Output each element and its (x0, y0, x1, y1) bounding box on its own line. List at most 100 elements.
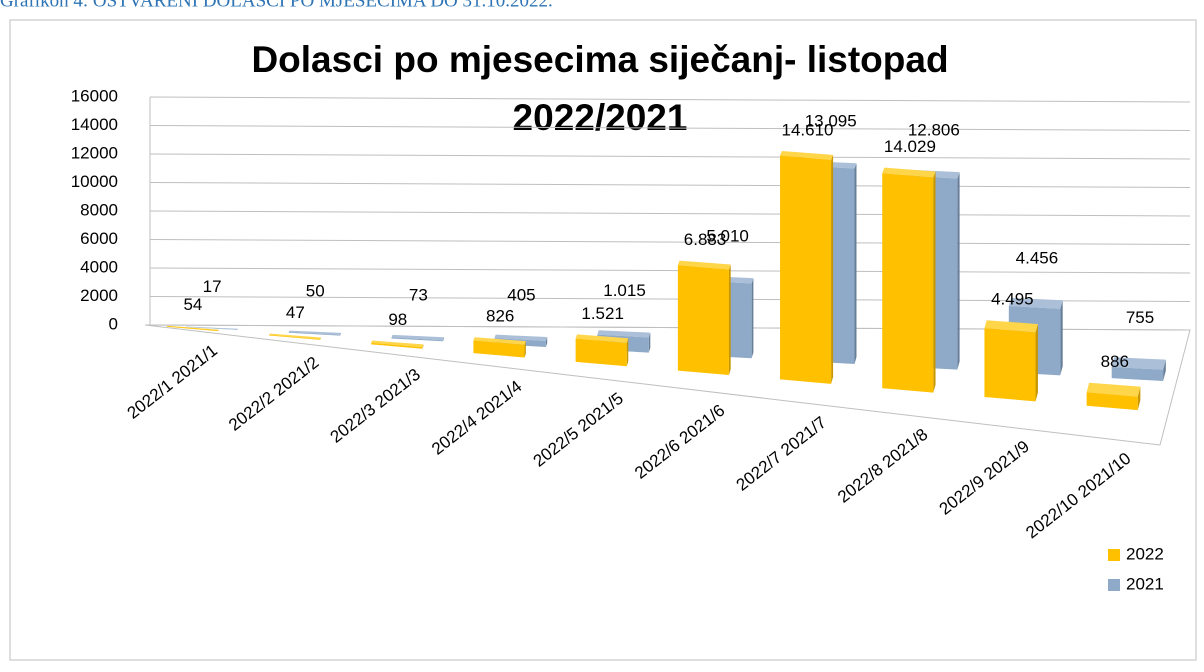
bar-side (1035, 324, 1038, 402)
data-label: 886 (1101, 352, 1129, 371)
grid-line (149, 210, 1191, 217)
bar-front (984, 328, 1036, 402)
x-tick-label: 2022/10 2021/10 (1022, 449, 1134, 543)
data-label: 4.495 (991, 290, 1034, 309)
data-label: 14.029 (884, 137, 936, 156)
y-tick-label: 14000 (71, 115, 118, 134)
x-tick-label: 2022/6 2021/6 (631, 401, 728, 483)
bar (269, 333, 321, 340)
data-label: 755 (1126, 308, 1154, 327)
data-label: 54 (183, 295, 202, 314)
x-tick-label: 2022/4 2021/4 (428, 377, 525, 459)
bar (575, 334, 629, 367)
bar-side (957, 172, 960, 370)
bar-side (933, 171, 936, 393)
grid-line (149, 125, 1191, 131)
data-label: 14.610 (781, 120, 833, 139)
bar (391, 334, 445, 342)
bar-side (1163, 359, 1166, 382)
data-label: 47 (286, 303, 305, 322)
bar-top (597, 330, 651, 338)
y-tick-label: 16000 (71, 86, 118, 105)
bar-top (371, 340, 424, 348)
bar-side (237, 328, 238, 330)
data-label: 6.883 (684, 230, 727, 249)
y-tick-label: 6000 (80, 229, 118, 248)
bar-side (320, 337, 321, 340)
bar-top (473, 337, 526, 345)
bar-side (443, 337, 445, 342)
bar (882, 167, 936, 393)
legend-label: 2022 (1126, 544, 1164, 563)
bar-top (185, 326, 238, 330)
y-tick-label: 0 (109, 314, 118, 333)
x-tick-label: 2022/7 2021/7 (733, 413, 830, 495)
bar-side (422, 344, 424, 349)
y-tick-label: 8000 (80, 200, 118, 219)
bar (288, 330, 341, 336)
bar-front (166, 325, 218, 332)
bar (473, 337, 526, 358)
y-tick-label: 10000 (71, 172, 118, 191)
grid-line (149, 182, 1191, 188)
grid-line (149, 267, 1191, 274)
bar-side (831, 154, 834, 384)
bar-side (217, 329, 219, 332)
bar-top (882, 167, 936, 178)
bar-side (1060, 300, 1063, 376)
x-tick-label: 2022/2 2021/2 (225, 353, 322, 435)
data-label: 17 (203, 277, 222, 296)
data-label: 826 (486, 307, 514, 326)
x-tick-label: 2022/9 2021/9 (936, 437, 1033, 519)
bar-side (1137, 386, 1141, 411)
bar-top (575, 334, 629, 343)
y-tick-label: 12000 (71, 143, 118, 162)
bar (984, 320, 1038, 402)
caption: Grafikon 4: OSTVARENI DOLASCI PO MJESECI… (0, 0, 553, 11)
legend-label: 2021 (1126, 574, 1164, 593)
bar-top (1008, 297, 1063, 309)
bar-top (269, 333, 321, 340)
bar-front (677, 265, 729, 376)
chart-title: Dolasci po mjesecima siječanj- listopad (251, 39, 948, 80)
x-tick-label: 2022/5 2021/5 (530, 389, 627, 471)
x-tick-label: 2022/1 2021/1 (124, 341, 221, 423)
y-tick-label: 4000 (80, 257, 118, 276)
bar (1111, 357, 1166, 382)
bar-side (340, 332, 341, 336)
bar-front (371, 342, 423, 349)
data-label: 4.456 (1016, 249, 1059, 268)
bar-side (545, 336, 548, 347)
bar-front (473, 340, 525, 358)
data-label: 1.521 (581, 304, 624, 323)
bar-side (728, 264, 731, 376)
bar-top (677, 260, 731, 270)
bar-front (1111, 366, 1164, 382)
bar-side (648, 332, 651, 353)
data-label: 1.015 (603, 281, 646, 300)
bar (677, 260, 731, 376)
x-tick-label: 2022/8 2021/8 (834, 425, 931, 507)
grid-line (149, 239, 1191, 245)
data-label: 405 (507, 285, 535, 304)
bar-front (1086, 392, 1138, 411)
data-label: 50 (306, 281, 325, 300)
bar-top (1086, 382, 1141, 397)
bar-top (780, 151, 834, 160)
bar-front (269, 334, 321, 340)
y-tick-label: 2000 (80, 286, 118, 305)
bar-top (166, 325, 219, 331)
bar-front (288, 332, 341, 336)
bar-side (751, 278, 754, 359)
bar-top (494, 334, 548, 341)
grid-line (149, 153, 1191, 160)
bar-top (391, 334, 445, 341)
bar-front (575, 338, 627, 367)
legend-swatch (1108, 579, 1120, 591)
chart-title: 2022/2021 (513, 97, 688, 138)
bar-side (854, 163, 857, 364)
bar-front (882, 173, 934, 393)
x-tick-label: 2022/3 2021/3 (327, 365, 424, 447)
bar-side (524, 341, 526, 358)
